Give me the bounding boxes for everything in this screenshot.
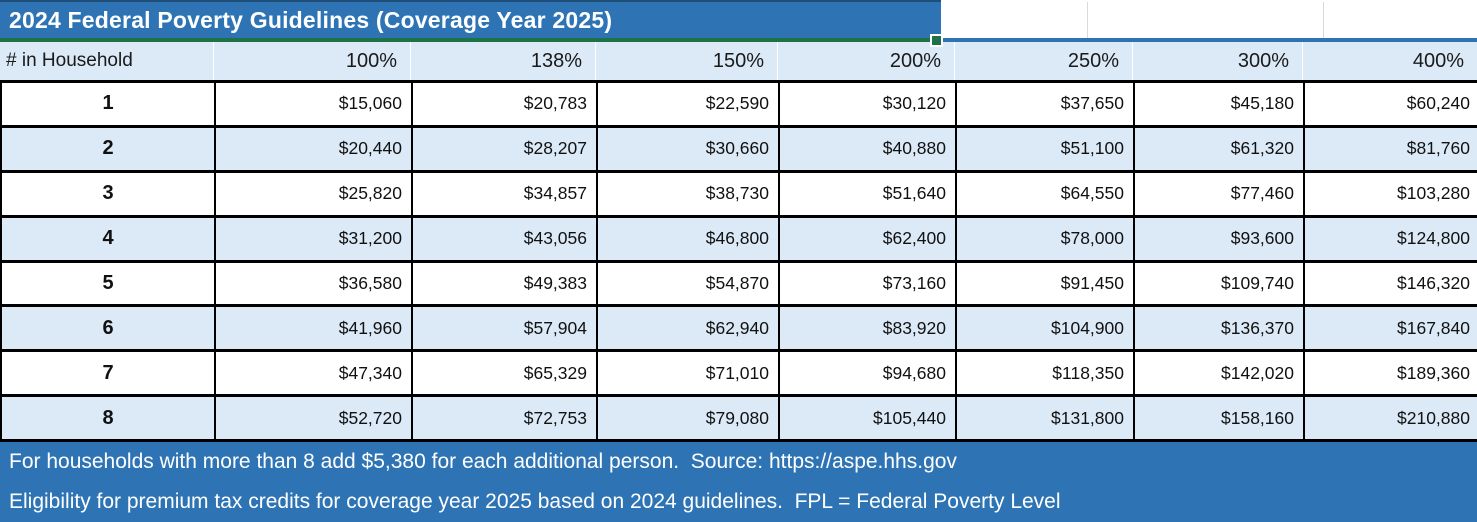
value-cell[interactable]: $34,857 [413,172,598,218]
selection-fill-handle[interactable] [930,34,943,47]
value-cell[interactable]: $81,760 [1305,127,1477,173]
value-cell[interactable]: $57,904 [413,307,598,353]
value-cell[interactable]: $83,920 [780,307,957,353]
value-cell[interactable]: $118,350 [957,352,1135,398]
value-cell[interactable]: $131,800 [957,397,1135,442]
title-cell[interactable]: 2024 Federal Poverty Guidelines (Coverag… [0,2,941,38]
value-cell[interactable]: $93,600 [1135,217,1305,263]
household-cell[interactable]: 5 [2,262,216,308]
column-header-138pct[interactable]: 138% [411,42,596,80]
value-cell[interactable]: $45,180 [1135,83,1305,128]
value-cell[interactable]: $51,100 [957,127,1135,173]
header-row: # in Household 100% 138% 150% 200% 250% 300% 40… [0,42,1477,80]
selection-border [0,38,934,42]
column-gridline [1323,2,1324,38]
value-cell[interactable]: $52,720 [216,397,413,442]
column-header-150pct[interactable]: 150% [596,42,778,80]
value-cell[interactable]: $28,207 [413,127,598,173]
value-cell[interactable]: $60,240 [1305,83,1477,128]
household-cell[interactable]: 8 [2,397,216,442]
page-title: 2024 Federal Poverty Guidelines (Coverag… [9,6,613,33]
household-cell[interactable]: 7 [2,352,216,398]
value-cell[interactable]: $73,160 [780,262,957,308]
household-cell[interactable]: 2 [2,127,216,173]
value-cell[interactable]: $62,940 [598,307,780,353]
column-header-250pct[interactable]: 250% [955,42,1133,80]
value-cell[interactable]: $71,010 [598,352,780,398]
value-cell[interactable]: $146,320 [1305,262,1477,308]
value-cell[interactable]: $61,320 [1135,127,1305,173]
household-cell[interactable]: 6 [2,307,216,353]
column-header-400pct[interactable]: 400% [1412,49,1464,72]
value-cell[interactable]: $167,840 [1305,307,1477,353]
value-cell[interactable]: $64,550 [957,172,1135,218]
value-cell[interactable]: $22,590 [598,83,780,128]
value-cell[interactable]: $31,200 [216,217,413,263]
value-cell[interactable]: $20,440 [216,127,413,173]
column-header-household[interactable]: # in Household [0,42,214,80]
value-cell[interactable]: $25,820 [216,172,413,218]
value-cell[interactable]: $109,740 [1135,262,1305,308]
household-cell[interactable]: 4 [2,217,216,263]
column-header-100pct[interactable]: 100% [214,42,411,80]
household-cell[interactable]: 1 [2,83,216,128]
value-cell[interactable]: $94,680 [780,352,957,398]
value-cell[interactable]: $43,056 [413,217,598,263]
value-cell[interactable]: $136,370 [1135,307,1305,353]
column-header-200pct[interactable]: 200% [778,42,955,80]
footer-note-cell[interactable]: For households with more than 8 add $5,3… [9,450,957,473]
value-cell[interactable]: $103,280 [1305,172,1477,218]
value-cell[interactable]: $30,120 [780,83,957,128]
value-cell[interactable]: $36,580 [216,262,413,308]
footer-note-cell[interactable]: Eligibility for premium tax credits for … [9,490,1061,513]
value-cell[interactable]: $62,400 [780,217,957,263]
value-cell[interactable]: $46,800 [598,217,780,263]
value-cell[interactable]: $91,450 [957,262,1135,308]
value-cell[interactable]: $72,753 [413,397,598,442]
value-cell[interactable]: $47,340 [216,352,413,398]
value-cell[interactable]: $77,460 [1135,172,1305,218]
value-cell[interactable]: $41,960 [216,307,413,353]
footer-notes: For households with more than 8 add $5,3… [0,442,1477,522]
column-header-300pct[interactable]: 300% [1133,42,1303,80]
value-cell[interactable]: $124,800 [1305,217,1477,263]
value-cell[interactable]: $189,360 [1305,352,1477,398]
value-cell[interactable]: $49,383 [413,262,598,308]
value-cell[interactable]: $54,870 [598,262,780,308]
value-cell[interactable]: $104,900 [957,307,1135,353]
value-cell[interactable]: $40,880 [780,127,957,173]
title-top-border [0,0,941,2]
value-cell[interactable]: $79,080 [598,397,780,442]
value-cell[interactable]: $38,730 [598,172,780,218]
column-gridline [1087,2,1088,38]
value-cell[interactable]: $158,160 [1135,397,1305,442]
value-cell[interactable]: $78,000 [957,217,1135,263]
value-cell[interactable]: $105,440 [780,397,957,442]
data-grid: 1 $15,060 $20,783 $22,590 $30,120 $37,650 $45,… [0,80,1477,442]
value-cell[interactable]: $142,020 [1135,352,1305,398]
value-cell[interactable]: $37,650 [957,83,1135,128]
value-cell[interactable]: $20,783 [413,83,598,128]
value-cell[interactable]: $51,640 [780,172,957,218]
value-cell[interactable]: $210,880 [1305,397,1477,442]
value-cell[interactable]: $30,660 [598,127,780,173]
household-cell[interactable]: 3 [2,172,216,218]
value-cell[interactable]: $65,329 [413,352,598,398]
value-cell[interactable]: $15,060 [216,83,413,128]
